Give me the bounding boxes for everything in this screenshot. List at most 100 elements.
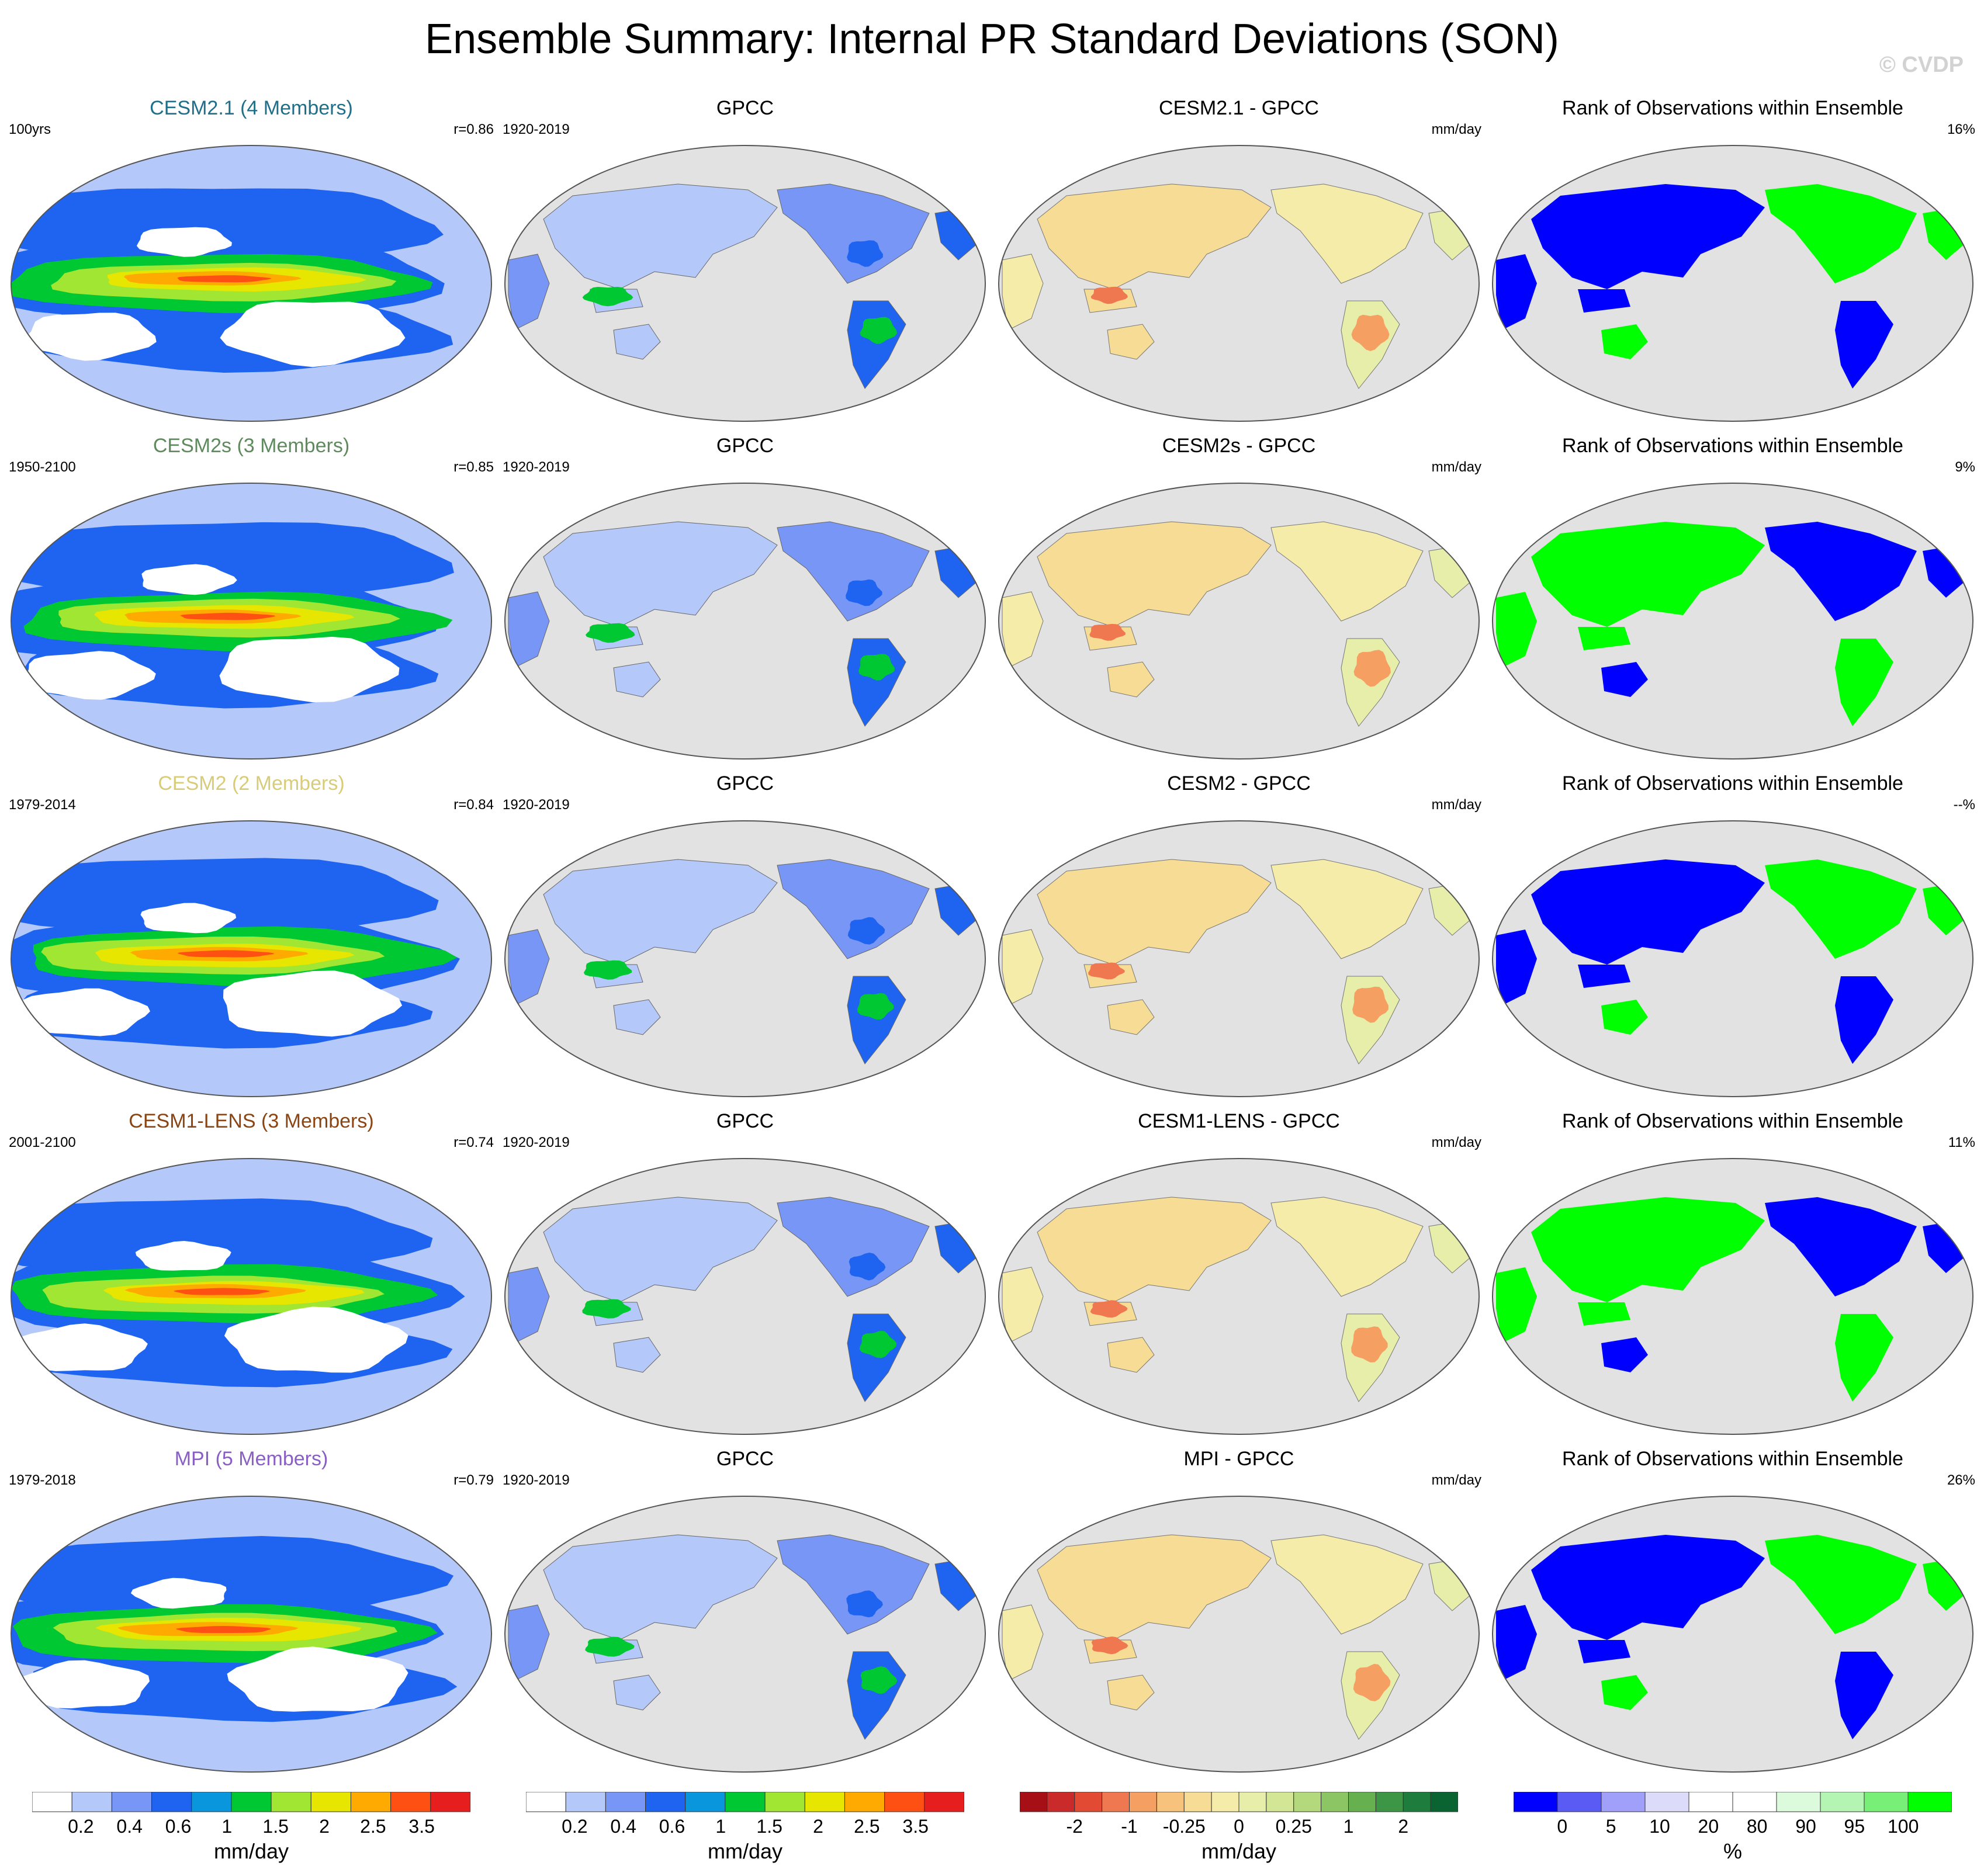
std-contour-band-8 xyxy=(174,1288,270,1295)
colorbar-swatch xyxy=(390,1791,431,1812)
diff-panel-right-label: mm/day xyxy=(1431,1472,1481,1488)
diff-land-north-america xyxy=(1270,183,1424,284)
colorbar-swatch xyxy=(645,1791,686,1812)
high-variance-land-2 xyxy=(858,654,895,681)
colorbar-swatch xyxy=(111,1791,153,1812)
rank-land-australia xyxy=(1601,324,1648,359)
low-variance-region-1 xyxy=(219,636,400,703)
colorbar-swatch xyxy=(844,1791,885,1812)
colorbar-swatch xyxy=(565,1791,606,1812)
diff-land-africa xyxy=(1002,929,1044,1006)
diff-panel-row-4: CESM1-LENS - GPCC mm/day xyxy=(996,1109,1481,1437)
low-variance-region-1 xyxy=(220,301,406,367)
diff-land-asia xyxy=(1037,1534,1272,1641)
diff-map-container xyxy=(996,143,1481,426)
colorbar-swatch xyxy=(1019,1791,1048,1812)
high-variance-land-3 xyxy=(846,1590,883,1618)
colorbar-swatches: -2 -1 -0.25 0 0.25 1 2 xyxy=(1019,1791,1459,1837)
rank-land-africa xyxy=(1496,1605,1537,1681)
obs-map-container xyxy=(503,481,988,764)
diff-panel-right-label: mm/day xyxy=(1431,797,1481,813)
diff-map-row-3 xyxy=(998,820,1480,1097)
rank-panel-row-5: Rank of Observations within Ensemble 26% xyxy=(1490,1447,1975,1774)
std-contour-band-8 xyxy=(177,275,272,283)
model-map-container xyxy=(9,819,494,1102)
colorbar-tick-label: 2 xyxy=(1398,1816,1408,1837)
obs-panel-left-label: 1920-2019 xyxy=(503,1472,570,1488)
model-panel-row-2: CESM2s (3 Members) 1950-2100 r=0.85 xyxy=(9,434,494,761)
colorbar-swatch xyxy=(430,1791,471,1812)
colorbar-tick-label: 95 xyxy=(1844,1816,1865,1837)
rank-panel-right-label: 9% xyxy=(1955,459,1975,475)
model-map-row-5 xyxy=(11,1496,492,1773)
colorbar-swatch xyxy=(764,1791,805,1812)
colorbar-tick-label: -0.25 xyxy=(1163,1816,1206,1837)
model-panel-row-3: CESM2 (2 Members) 1979-2014 r=0.84 xyxy=(9,772,494,1099)
diff-land-asia xyxy=(1037,859,1272,965)
colorbar-units: mm/day xyxy=(707,1839,783,1863)
colorbar-swatches: 0.2 0.4 0.6 1 1.5 2 2.5 3.5 xyxy=(32,1791,471,1837)
colorbar-tick-label: 0.4 xyxy=(610,1816,636,1837)
colorbar-tick-label: 5 xyxy=(1606,1816,1616,1837)
land-australia xyxy=(613,661,661,698)
diff-map-container xyxy=(996,819,1481,1102)
diff-hotspot-2 xyxy=(1091,1636,1128,1655)
map-outline xyxy=(504,1158,986,1435)
rank-land-australia xyxy=(1601,662,1648,697)
model-panel-row-5: MPI (5 Members) 1979-2018 r=0.79 xyxy=(9,1447,494,1774)
colorbar-tick-label: 2.5 xyxy=(854,1816,880,1837)
colorbar-swatch xyxy=(1348,1791,1376,1812)
map-outline xyxy=(1492,1496,1973,1773)
rank-map-container xyxy=(1490,1156,1975,1440)
colorbar-swatch xyxy=(605,1791,646,1812)
land-asia xyxy=(543,521,778,627)
colorbar-units: % xyxy=(1723,1839,1742,1863)
diff-hotspot-1 xyxy=(1352,986,1389,1023)
rank-land-south-america xyxy=(1835,976,1893,1064)
map-outline xyxy=(11,820,492,1097)
colorbar-swatch xyxy=(1513,1791,1558,1812)
colorbar-tick-label: 2 xyxy=(813,1816,823,1837)
map-outline xyxy=(11,145,492,422)
model-map-container xyxy=(9,143,494,426)
high-variance-land-2 xyxy=(859,1330,897,1358)
rank-panel-right-label: 11% xyxy=(1948,1135,1975,1150)
colorbar-swatch xyxy=(1403,1791,1431,1812)
high-variance-land-2 xyxy=(860,1666,898,1694)
low-variance-region-3 xyxy=(130,1577,227,1609)
map-outline xyxy=(998,483,1480,760)
low-variance-region-3 xyxy=(141,564,237,595)
rank-land-australia xyxy=(1601,1337,1648,1372)
colorbar-tick-label: 0.2 xyxy=(68,1816,94,1837)
rank-map-row-4 xyxy=(1492,1158,1973,1435)
colorbar-swatch xyxy=(804,1791,845,1812)
land-australia xyxy=(613,999,661,1035)
colorbar-swatch xyxy=(71,1791,112,1812)
rank-land-south-america xyxy=(1835,1652,1893,1739)
colorbar-units: mm/day xyxy=(213,1839,289,1863)
colorbar-swatches: 0 5 10 20 80 90 95 100 xyxy=(1513,1791,1952,1837)
diff-panel-right-label: mm/day xyxy=(1431,1135,1481,1150)
land-north-america xyxy=(777,183,930,284)
diff-panel-row-2: CESM2s - GPCC mm/day xyxy=(996,434,1481,761)
map-outline xyxy=(11,1496,492,1773)
rank-map-row-3 xyxy=(1492,820,1973,1097)
rank-land-africa xyxy=(1496,254,1537,330)
cvdp-watermark: © CVDP xyxy=(1879,53,1964,77)
diff-land-north-america xyxy=(1270,1197,1424,1297)
obs-panel-row-2: GPCC 1920-2019 xyxy=(503,434,988,761)
obs-map-row-4 xyxy=(504,1158,986,1435)
land-africa xyxy=(508,1604,550,1681)
colorbar-tick-label: 0 xyxy=(1557,1816,1567,1837)
colorbar-swatch xyxy=(1688,1791,1733,1812)
obs-map-row-3 xyxy=(504,820,986,1097)
map-outline xyxy=(504,820,986,1097)
colorbar-tick-label: 0.6 xyxy=(165,1816,191,1837)
low-variance-region-2 xyxy=(16,1660,150,1709)
colorbar-swatch xyxy=(525,1791,566,1812)
map-outline xyxy=(504,145,986,422)
diff-map-container xyxy=(996,1494,1481,1777)
diff-panel-title: CESM1-LENS - GPCC xyxy=(1138,1110,1340,1132)
rank-panel-title: Rank of Observations within Ensemble xyxy=(1562,97,1903,119)
colorbar-swatch xyxy=(924,1791,965,1812)
